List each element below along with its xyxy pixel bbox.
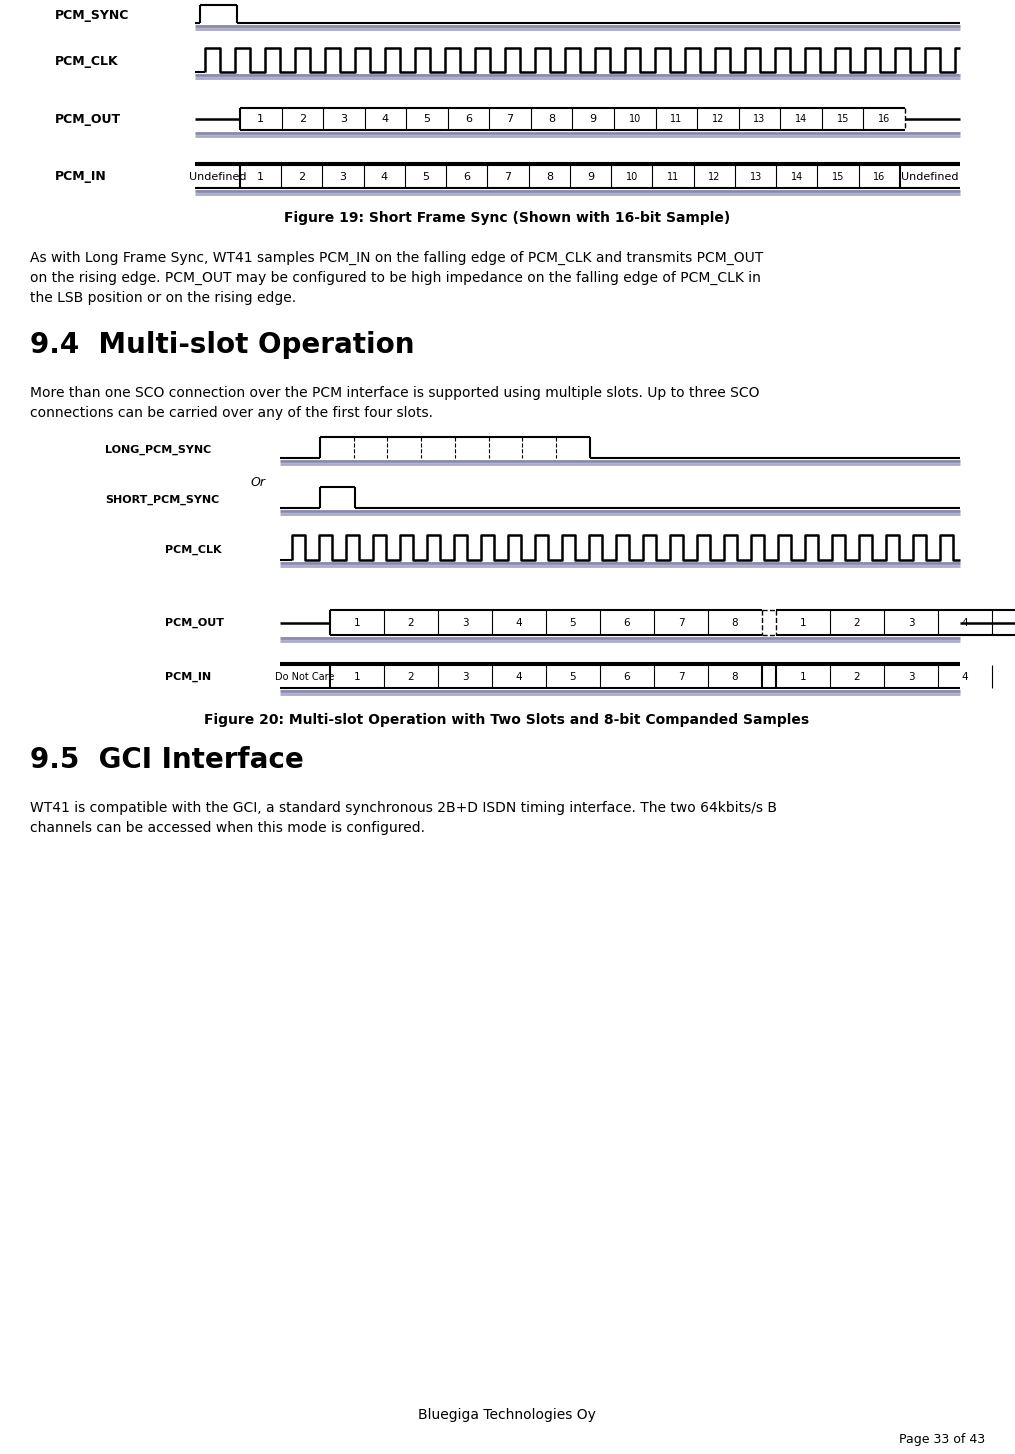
Text: 2: 2 bbox=[298, 113, 306, 124]
Text: 6: 6 bbox=[623, 672, 630, 682]
Text: on the rising edge. PCM_OUT may be configured to be high impedance on the fallin: on the rising edge. PCM_OUT may be confi… bbox=[30, 270, 761, 285]
Text: Or: Or bbox=[251, 475, 266, 489]
Text: 3: 3 bbox=[340, 113, 347, 124]
Text: 5: 5 bbox=[569, 618, 577, 628]
Text: 7: 7 bbox=[504, 172, 512, 182]
Text: 4: 4 bbox=[516, 618, 523, 628]
Text: 12: 12 bbox=[708, 172, 721, 182]
Text: 14: 14 bbox=[791, 172, 803, 182]
Text: 13: 13 bbox=[749, 172, 761, 182]
Text: 3: 3 bbox=[907, 672, 915, 682]
Text: 1: 1 bbox=[257, 172, 264, 182]
Text: PCM_CLK: PCM_CLK bbox=[55, 55, 119, 68]
Text: 4: 4 bbox=[961, 672, 968, 682]
Text: PCM_CLK: PCM_CLK bbox=[165, 545, 221, 555]
Text: 2: 2 bbox=[854, 618, 861, 628]
Text: 5: 5 bbox=[422, 172, 429, 182]
Text: 2: 2 bbox=[408, 618, 414, 628]
Text: 7: 7 bbox=[678, 618, 684, 628]
Text: 10: 10 bbox=[626, 172, 638, 182]
Text: PCM_IN: PCM_IN bbox=[55, 170, 107, 183]
Text: 9.5  GCI Interface: 9.5 GCI Interface bbox=[30, 746, 303, 774]
Text: SHORT_PCM_SYNC: SHORT_PCM_SYNC bbox=[105, 494, 219, 505]
Text: the LSB position or on the rising edge.: the LSB position or on the rising edge. bbox=[30, 291, 296, 305]
Text: 1: 1 bbox=[353, 672, 360, 682]
Text: 12: 12 bbox=[712, 113, 724, 124]
Text: 9: 9 bbox=[590, 113, 597, 124]
Text: 1: 1 bbox=[800, 672, 806, 682]
Text: As with Long Frame Sync, WT41 samples PCM_IN on the falling edge of PCM_CLK and : As with Long Frame Sync, WT41 samples PC… bbox=[30, 252, 763, 265]
Text: 4: 4 bbox=[382, 113, 389, 124]
Text: PCM_SYNC: PCM_SYNC bbox=[55, 10, 129, 22]
Text: Bluegiga Technologies Oy: Bluegiga Technologies Oy bbox=[418, 1407, 596, 1422]
Text: 3: 3 bbox=[462, 618, 468, 628]
Text: PCM_OUT: PCM_OUT bbox=[55, 112, 121, 125]
Text: 7: 7 bbox=[506, 113, 514, 124]
Text: 13: 13 bbox=[753, 113, 765, 124]
Text: 16: 16 bbox=[873, 172, 885, 182]
Text: Page 33 of 43: Page 33 of 43 bbox=[899, 1434, 985, 1447]
Text: 11: 11 bbox=[670, 113, 682, 124]
Text: PCM_OUT: PCM_OUT bbox=[165, 618, 224, 628]
Text: 8: 8 bbox=[546, 172, 553, 182]
Text: 2: 2 bbox=[854, 672, 861, 682]
Text: PCM_IN: PCM_IN bbox=[165, 672, 211, 682]
Text: Figure 20: Multi-slot Operation with Two Slots and 8-bit Companded Samples: Figure 20: Multi-slot Operation with Two… bbox=[204, 712, 810, 727]
Text: connections can be carried over any of the first four slots.: connections can be carried over any of t… bbox=[30, 406, 433, 420]
Text: 7: 7 bbox=[678, 672, 684, 682]
Text: Undefined: Undefined bbox=[901, 172, 959, 182]
Text: 9.4  Multi-slot Operation: 9.4 Multi-slot Operation bbox=[30, 332, 414, 359]
Text: 8: 8 bbox=[732, 672, 738, 682]
Text: Do Not Care: Do Not Care bbox=[275, 672, 335, 682]
Text: 3: 3 bbox=[907, 618, 915, 628]
Text: 15: 15 bbox=[832, 172, 844, 182]
Text: 14: 14 bbox=[795, 113, 807, 124]
Text: Undefined: Undefined bbox=[189, 172, 247, 182]
Text: 9: 9 bbox=[587, 172, 594, 182]
Text: 1: 1 bbox=[800, 618, 806, 628]
Text: 4: 4 bbox=[961, 618, 968, 628]
Text: 11: 11 bbox=[667, 172, 679, 182]
Text: 1: 1 bbox=[353, 618, 360, 628]
Text: More than one SCO connection over the PCM interface is supported using multiple : More than one SCO connection over the PC… bbox=[30, 385, 759, 400]
Text: 16: 16 bbox=[878, 113, 890, 124]
Text: 4: 4 bbox=[381, 172, 388, 182]
Text: 4: 4 bbox=[516, 672, 523, 682]
Text: 6: 6 bbox=[465, 113, 472, 124]
Text: channels can be accessed when this mode is configured.: channels can be accessed when this mode … bbox=[30, 822, 425, 835]
Text: LONG_PCM_SYNC: LONG_PCM_SYNC bbox=[105, 445, 211, 455]
Text: 2: 2 bbox=[408, 672, 414, 682]
Text: 2: 2 bbox=[298, 172, 306, 182]
Text: 5: 5 bbox=[423, 113, 430, 124]
Text: 8: 8 bbox=[548, 113, 555, 124]
Text: WT41 is compatible with the GCI, a standard synchronous 2B+D ISDN timing interfa: WT41 is compatible with the GCI, a stand… bbox=[30, 801, 777, 816]
Text: 3: 3 bbox=[462, 672, 468, 682]
Text: 10: 10 bbox=[628, 113, 640, 124]
Text: 15: 15 bbox=[836, 113, 849, 124]
Text: 3: 3 bbox=[340, 172, 347, 182]
Text: 6: 6 bbox=[623, 618, 630, 628]
Text: 5: 5 bbox=[569, 672, 577, 682]
Text: 1: 1 bbox=[257, 113, 264, 124]
Text: 8: 8 bbox=[732, 618, 738, 628]
Text: Figure 19: Short Frame Sync (Shown with 16-bit Sample): Figure 19: Short Frame Sync (Shown with … bbox=[284, 211, 730, 225]
Text: 6: 6 bbox=[464, 172, 470, 182]
